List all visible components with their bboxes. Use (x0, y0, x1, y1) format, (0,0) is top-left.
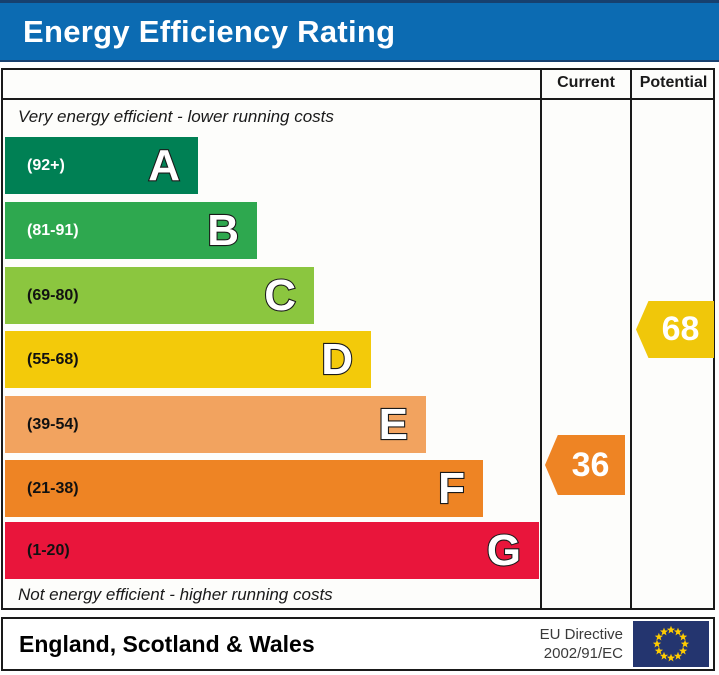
bottom-note: Not energy efficient - higher running co… (18, 585, 333, 604)
eu-directive-line2: 2002/91/EC (543, 645, 623, 662)
rating-band-e: (39-54) E (5, 396, 426, 453)
eu-flag-star (673, 651, 683, 660)
band-range-label: (81-91) (27, 221, 79, 239)
band-letter: B (206, 205, 240, 255)
potential-rating-pointer: 68 (636, 301, 714, 358)
rating-band-d: (55-68) D (5, 331, 371, 388)
rating-band-b: (81-91) B (5, 202, 257, 259)
rating-band-c: (69-80) C (5, 267, 314, 324)
eu-flag-star (659, 651, 669, 660)
current-rating-value: 36 (571, 445, 610, 484)
band-range-label: (55-68) (27, 350, 79, 368)
eu-flag-star (680, 639, 690, 648)
eu-flag-star (673, 627, 683, 636)
eu-flag-star (659, 627, 669, 636)
eu-flag-star (679, 632, 688, 641)
rating-band-g: (1-20) G (5, 522, 539, 579)
band-letter: E (378, 399, 410, 449)
current-column-header: Current (557, 74, 615, 91)
rating-band-f: (21-38) F (5, 460, 483, 517)
band-letter: D (320, 334, 354, 384)
rating-band-a: (92+) A (5, 137, 198, 194)
title-bar: Energy Efficiency Rating (0, 0, 719, 62)
current-rating-pointer: 36 (545, 435, 625, 495)
eu-flag-icon (633, 621, 709, 667)
band-letter: F (437, 463, 466, 513)
band-range-label: (92+) (27, 156, 65, 174)
header-row-divider (3, 98, 713, 100)
page-title: Energy Efficiency Rating (23, 13, 396, 49)
band-letter: G (486, 525, 522, 575)
potential-column-divider (630, 70, 632, 608)
eu-flag-star (654, 632, 663, 641)
eu-flag-star (679, 646, 688, 655)
band-letter: A (147, 140, 181, 190)
top-note: Very energy efficient - lower running co… (18, 107, 334, 126)
eu-directive-label: EU Directive 2002/91/EC (540, 625, 623, 664)
band-range-label: (69-80) (27, 286, 79, 304)
band-range-label: (39-54) (27, 415, 79, 433)
footer-bar: England, Scotland & Wales EU Directive 2… (1, 617, 715, 671)
eu-flag-star (666, 653, 676, 662)
eu-directive-line1: EU Directive (539, 625, 623, 643)
potential-column-header: Potential (639, 74, 708, 91)
region-label: England, Scotland & Wales (19, 630, 315, 657)
band-range-label: (1-20) (27, 541, 70, 559)
potential-rating-value: 68 (661, 310, 700, 348)
energy-rating-chart: Current Potential Very energy efficient … (1, 68, 715, 610)
eu-flag-star (652, 639, 662, 648)
eu-flag-star (654, 646, 663, 655)
current-column-divider (540, 70, 542, 608)
eu-flag-star (666, 625, 676, 634)
band-range-label: (21-38) (27, 479, 79, 497)
band-letter: C (263, 270, 297, 320)
